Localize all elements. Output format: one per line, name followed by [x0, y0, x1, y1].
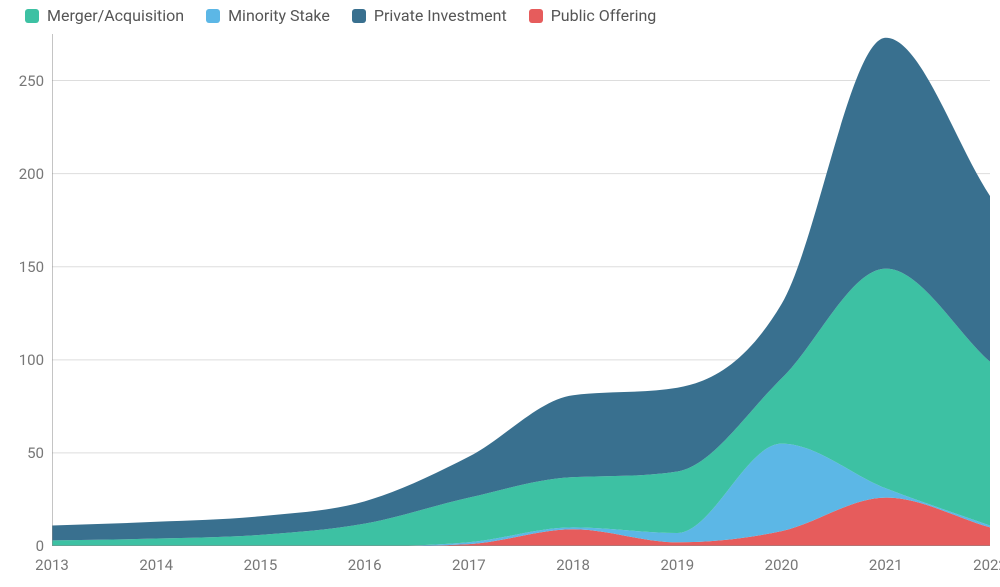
x-tick-label: 2020: [765, 556, 799, 574]
y-tick-label: 150: [0, 258, 44, 276]
legend: Merger/Acquisition Minority Stake Private …: [25, 6, 678, 27]
y-tick-label: 50: [0, 444, 44, 462]
x-tick-label: 2015: [244, 556, 278, 574]
y-tick-label: 100: [0, 351, 44, 369]
x-tick-label: 2016: [348, 556, 382, 574]
y-tick-label: 200: [0, 165, 44, 183]
legend-label: Private Investment: [374, 6, 507, 25]
legend-item: Merger/Acquisition: [25, 6, 184, 25]
legend-item: Public Offering: [529, 6, 657, 25]
x-tick-label: 2014: [139, 556, 173, 574]
y-tick-label: 0: [0, 537, 44, 555]
legend-label: Public Offering: [551, 6, 657, 25]
x-tick-label: 2022: [973, 556, 1000, 574]
legend-item: Minority Stake: [206, 6, 330, 25]
x-tick-label: 2021: [869, 556, 903, 574]
stacked-area-chart: [52, 34, 990, 546]
y-tick-label: 250: [0, 72, 44, 90]
x-tick-label: 2017: [452, 556, 486, 574]
x-tick-label: 2018: [556, 556, 590, 574]
legend-swatch: [206, 9, 220, 23]
x-tick-label: 2019: [660, 556, 694, 574]
legend-item: Private Investment: [352, 6, 507, 25]
legend-swatch: [352, 9, 366, 23]
legend-swatch: [25, 9, 39, 23]
legend-swatch: [529, 9, 543, 23]
x-tick-label: 2013: [35, 556, 69, 574]
legend-label: Minority Stake: [228, 6, 330, 25]
legend-label: Merger/Acquisition: [47, 6, 184, 25]
